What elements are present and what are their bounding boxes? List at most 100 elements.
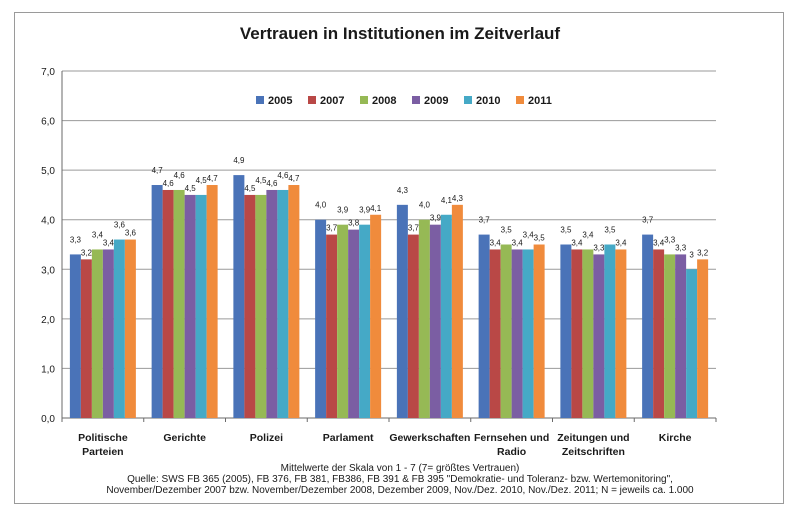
data-label: 3,8 — [348, 219, 360, 228]
bar-2009 — [429, 224, 441, 418]
legend-swatch-2007 — [308, 96, 316, 104]
bar-2007 — [653, 249, 665, 418]
data-label: 4,5 — [196, 176, 208, 185]
bar-2009 — [511, 249, 523, 418]
bar-2011 — [370, 214, 382, 418]
bar-2010 — [522, 249, 534, 418]
bar-2011 — [615, 249, 627, 418]
data-label: 4,1 — [441, 196, 453, 205]
y-tick-label: 5,0 — [41, 166, 55, 177]
bar-2011 — [206, 185, 218, 418]
bar-2010 — [686, 269, 698, 418]
data-label: 4,5 — [255, 176, 267, 185]
data-label: 3,4 — [523, 230, 535, 239]
data-label: 4,6 — [174, 171, 186, 180]
legend-label: 2009 — [424, 95, 448, 107]
bar-2005 — [560, 244, 572, 418]
data-label: 4,5 — [185, 184, 197, 193]
bar-2005 — [69, 254, 81, 418]
data-label: 3,5 — [534, 234, 546, 243]
y-tick-label: 4,0 — [41, 216, 55, 227]
data-label: 3,4 — [571, 238, 583, 247]
data-label: 3,5 — [501, 226, 513, 235]
bar-2010 — [113, 239, 125, 418]
data-label: 3,4 — [512, 238, 524, 247]
data-label: 3,3 — [593, 243, 605, 252]
data-label: 3,5 — [604, 226, 616, 235]
data-label: 3,7 — [642, 216, 654, 225]
bar-2011 — [697, 259, 709, 418]
legend-label: 2010 — [476, 95, 500, 107]
category-label: Zeitschriften — [562, 446, 625, 458]
bar-2007 — [80, 259, 92, 418]
data-label: 3,4 — [653, 238, 665, 247]
bar-2009 — [184, 194, 196, 418]
chart-title: Vertrauen in Institutionen im Zeitverlau… — [239, 24, 561, 43]
bar-2010 — [440, 214, 452, 418]
data-label: 4,7 — [152, 166, 164, 175]
bar-2008 — [91, 249, 103, 418]
data-label: 4,0 — [315, 201, 327, 210]
data-label: 3,3 — [675, 243, 687, 252]
category-label: Zeitungen und — [557, 432, 629, 444]
data-label: 3,6 — [114, 221, 126, 230]
y-tick-label: 0,0 — [41, 414, 55, 425]
bar-2005 — [151, 185, 163, 418]
y-tick-label: 2,0 — [41, 315, 55, 326]
bar-2005 — [642, 234, 654, 418]
bar-2009 — [348, 229, 360, 418]
data-label: 4,3 — [397, 186, 409, 195]
data-label: 3,4 — [615, 238, 627, 247]
bar-2008 — [337, 224, 349, 418]
bar-2007 — [407, 234, 419, 418]
y-tick-label: 6,0 — [41, 117, 55, 128]
data-label: 3,9 — [359, 206, 371, 215]
y-tick-label: 3,0 — [41, 265, 55, 276]
data-label: 4,9 — [233, 156, 245, 165]
bar-2009 — [266, 189, 278, 418]
category-label: Kirche — [659, 432, 692, 444]
footnote-line-3: November/Dezember 2007 bzw. November/Dez… — [106, 485, 694, 496]
category-label: Politische — [78, 432, 128, 444]
bar-2009 — [675, 254, 687, 418]
y-tick-label: 1,0 — [41, 364, 55, 375]
data-label: 3,7 — [479, 216, 491, 225]
data-label: 4,6 — [163, 179, 175, 188]
data-label: 3,7 — [408, 224, 420, 233]
data-label: 3,3 — [70, 235, 82, 244]
footnote-line-2: Quelle: SWS FB 365 (2005), FB 376, FB 38… — [127, 474, 673, 485]
data-label: 3,4 — [103, 238, 115, 247]
bar-2011 — [451, 204, 463, 418]
data-label: 3,6 — [125, 229, 137, 238]
category-label: Gerichte — [163, 432, 206, 444]
bar-2011 — [533, 244, 545, 418]
data-label: 3,9 — [430, 214, 442, 223]
bar-2005 — [315, 219, 327, 418]
category-label: Radio — [497, 446, 526, 458]
bar-2007 — [326, 234, 338, 418]
data-label: 3,4 — [92, 230, 104, 239]
data-label: 3,4 — [582, 230, 594, 239]
bar-2009 — [593, 254, 605, 418]
bar-2008 — [582, 249, 594, 418]
bar-2005 — [396, 204, 408, 418]
bar-2010 — [277, 189, 289, 418]
data-label: 3,5 — [560, 226, 572, 235]
bar-2008 — [500, 244, 512, 418]
legend-swatch-2011 — [516, 96, 524, 104]
category-label: Gewerkschaften — [389, 432, 470, 444]
data-label: 3,2 — [697, 248, 709, 257]
legend-swatch-2010 — [464, 96, 472, 104]
data-label: 4,6 — [277, 171, 289, 180]
bar-2005 — [478, 234, 490, 418]
bar-2011 — [124, 239, 136, 418]
data-label: 3,4 — [490, 238, 502, 247]
legend-swatch-2008 — [360, 96, 368, 104]
data-label: 3,7 — [326, 224, 338, 233]
legend-swatch-2009 — [412, 96, 420, 104]
legend-label: 2008 — [372, 95, 396, 107]
category-label: Fernsehen und — [474, 432, 549, 444]
legend-label: 2011 — [528, 95, 552, 107]
data-label: 4,7 — [288, 174, 300, 183]
